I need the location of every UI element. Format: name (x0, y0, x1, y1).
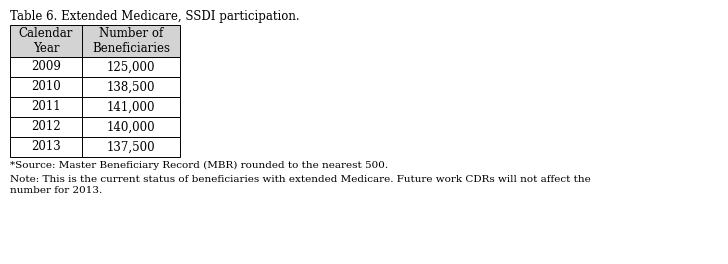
Text: 2013: 2013 (31, 140, 61, 153)
Text: 137,500: 137,500 (107, 140, 155, 153)
Bar (82, 97, 180, 117)
Bar (10, 97, 82, 117)
Text: Number of
Beneficiaries: Number of Beneficiaries (92, 27, 170, 55)
Bar (82, 137, 180, 157)
Bar (82, 117, 180, 137)
Text: Table 6. Extended Medicare, SSDI participation.: Table 6. Extended Medicare, SSDI partici… (10, 10, 300, 23)
Bar (82, 25, 180, 57)
Bar (10, 77, 82, 97)
Bar (82, 57, 180, 77)
Text: 2011: 2011 (31, 101, 61, 114)
Text: 125,000: 125,000 (107, 60, 155, 73)
Bar (82, 77, 180, 97)
Bar (10, 25, 82, 57)
Bar (10, 117, 82, 137)
Text: 2010: 2010 (31, 81, 61, 93)
Text: 2012: 2012 (31, 120, 61, 134)
Bar (10, 57, 82, 77)
Text: Note: This is the current status of beneficiaries with extended Medicare. Future: Note: This is the current status of bene… (10, 175, 590, 195)
Text: 141,000: 141,000 (107, 101, 155, 114)
Text: 2009: 2009 (31, 60, 61, 73)
Text: 140,000: 140,000 (107, 120, 155, 134)
Bar (10, 137, 82, 157)
Text: Calendar
Year: Calendar Year (19, 27, 74, 55)
Text: 138,500: 138,500 (107, 81, 155, 93)
Text: *Source: Master Beneficiary Record (MBR) rounded to the nearest 500.: *Source: Master Beneficiary Record (MBR)… (10, 161, 388, 170)
